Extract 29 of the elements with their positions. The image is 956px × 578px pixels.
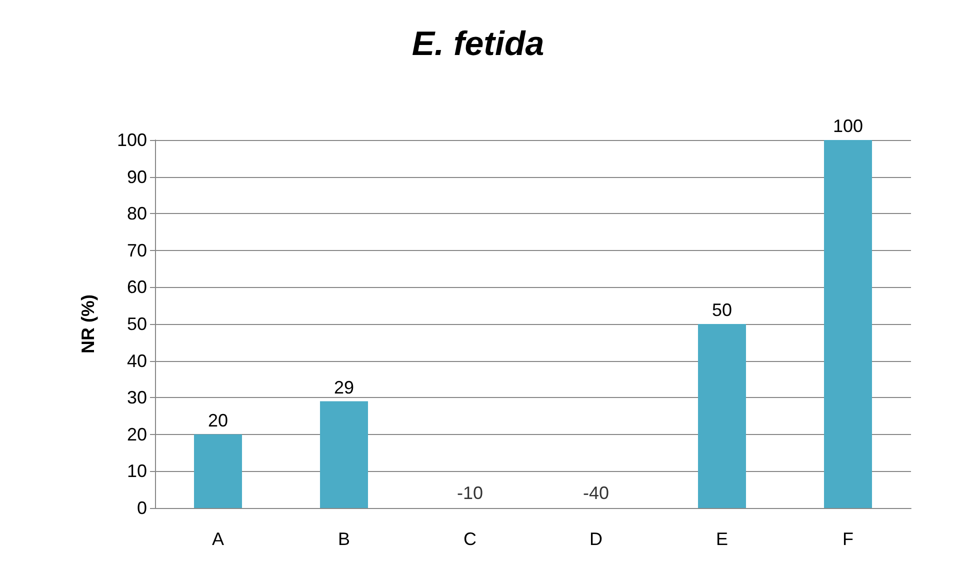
y-axis-title: NR (%) — [78, 294, 98, 354]
data-label: 20 — [208, 410, 228, 430]
text: -40 — [582, 483, 610, 503]
chart-title: E. fetida — [412, 25, 544, 63]
y-tick-label: 30 — [126, 388, 147, 408]
bar — [824, 140, 872, 508]
y-tick-label: 50 — [126, 314, 147, 334]
y-tick-label: 60 — [126, 277, 147, 298]
data-label: 100 — [832, 116, 864, 136]
y-tick-label: 100 — [116, 130, 147, 150]
y-tick-label: 0 — [136, 498, 147, 518]
x-tick-label: A — [212, 529, 224, 549]
y-tick-label: 90 — [126, 166, 147, 187]
x-tick-label: E — [716, 529, 728, 549]
x-tick-label: D — [590, 529, 602, 549]
x-tick-label: F — [842, 529, 854, 549]
bar — [194, 434, 242, 508]
text: -10 — [456, 483, 484, 503]
y-tick-label: 70 — [126, 240, 147, 260]
y-tick-label: 20 — [126, 424, 147, 444]
bar — [698, 324, 746, 508]
x-tick-label: C — [464, 529, 476, 549]
x-tick-label: B — [338, 529, 350, 549]
y-tick-label: 80 — [126, 204, 147, 224]
data-label: 29 — [334, 377, 354, 398]
bar — [320, 401, 368, 508]
y-tick-label: 10 — [126, 461, 147, 482]
data-label: 50 — [712, 300, 732, 320]
y-tick-label: 40 — [126, 350, 147, 371]
